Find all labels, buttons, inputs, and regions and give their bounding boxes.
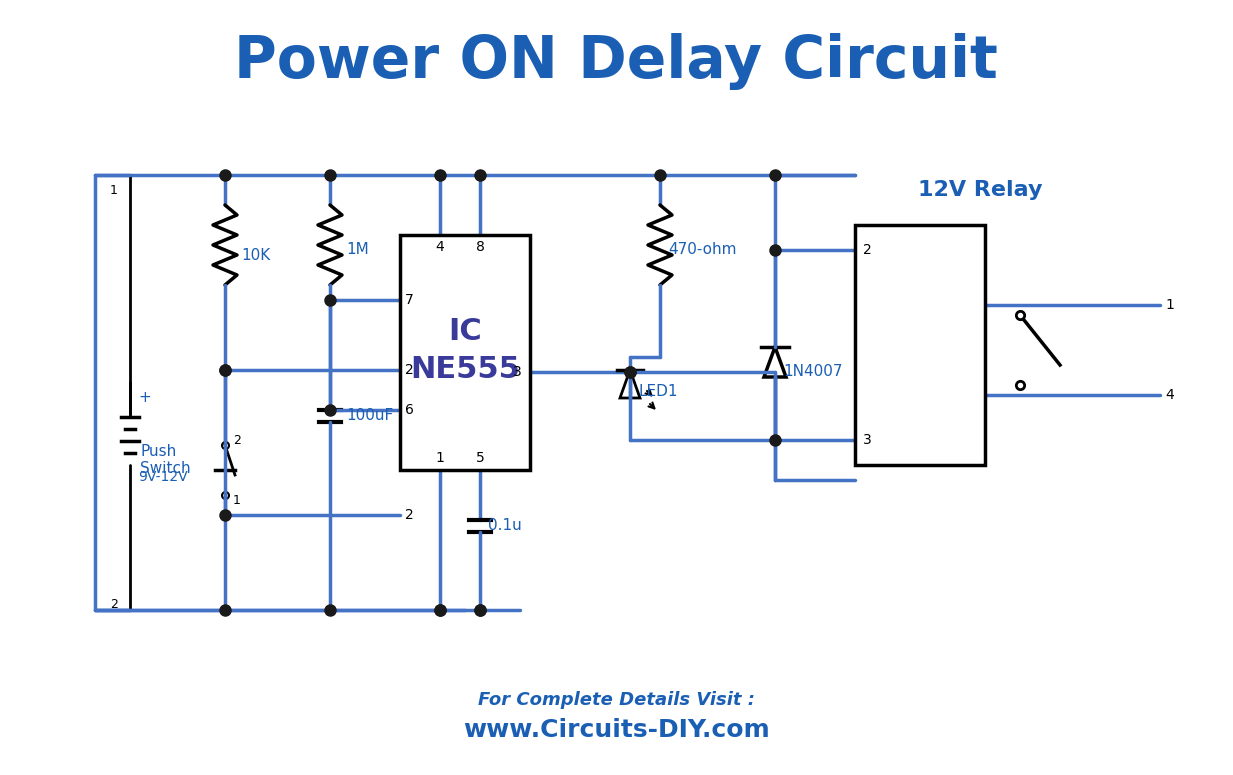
Text: 1M: 1M xyxy=(346,243,369,257)
Text: 2: 2 xyxy=(404,363,414,377)
Text: 100uF: 100uF xyxy=(346,408,393,423)
Text: 1: 1 xyxy=(110,184,118,197)
Bar xyxy=(854,225,985,465)
Text: 5: 5 xyxy=(476,451,485,465)
Text: 2: 2 xyxy=(404,508,414,522)
Text: +: + xyxy=(138,390,150,405)
Text: 4: 4 xyxy=(1165,388,1174,402)
Text: 1: 1 xyxy=(1165,298,1174,312)
Text: 7: 7 xyxy=(404,293,414,307)
Text: 3: 3 xyxy=(513,365,522,379)
Text: 0.1u: 0.1u xyxy=(488,518,522,533)
Text: www.Circuits-DIY.com: www.Circuits-DIY.com xyxy=(462,718,769,742)
Text: 2: 2 xyxy=(110,598,118,611)
Text: Push
Switch: Push Switch xyxy=(141,444,191,476)
Text: 2: 2 xyxy=(233,433,240,446)
Text: 2: 2 xyxy=(863,243,872,257)
Text: Power ON Delay Circuit: Power ON Delay Circuit xyxy=(234,33,997,91)
Text: For Complete Details Visit :: For Complete Details Visit : xyxy=(477,691,755,709)
Text: 470-ohm: 470-ohm xyxy=(668,243,736,257)
Text: 9V-12V: 9V-12V xyxy=(138,470,187,484)
Text: 8: 8 xyxy=(476,240,485,254)
Text: IC: IC xyxy=(448,318,482,346)
Text: 1N4007: 1N4007 xyxy=(783,364,842,380)
Text: 10K: 10K xyxy=(240,247,270,263)
Text: 1: 1 xyxy=(435,451,444,465)
Text: 6: 6 xyxy=(404,403,414,417)
Text: 3: 3 xyxy=(863,433,872,447)
Text: LED1: LED1 xyxy=(637,384,677,399)
Text: 12V Relay: 12V Relay xyxy=(917,180,1042,200)
Text: 1: 1 xyxy=(233,494,240,507)
Text: NE555: NE555 xyxy=(411,356,520,384)
Text: 4: 4 xyxy=(435,240,444,254)
Bar xyxy=(399,235,530,470)
